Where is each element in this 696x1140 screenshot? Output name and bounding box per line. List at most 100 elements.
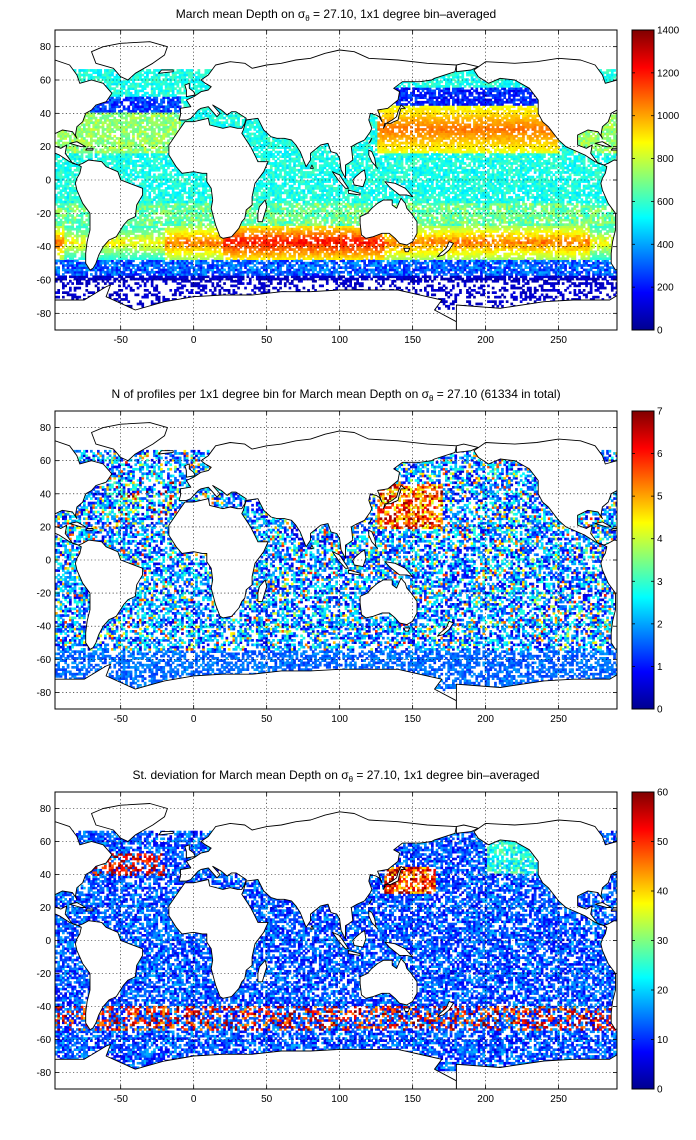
heatmap-cell — [106, 75, 110, 79]
heatmap-cell — [106, 134, 110, 138]
heatmap-cell — [62, 132, 65, 136]
heatmap-cell — [80, 250, 84, 254]
heatmap-cell — [150, 239, 154, 242]
heatmap-cell — [99, 139, 103, 143]
heatmap-cell — [141, 259, 145, 263]
heatmap-cell — [157, 89, 161, 93]
heatmap-cell — [183, 264, 187, 267]
heatmap-cell — [134, 85, 138, 88]
heatmap-cell — [64, 189, 67, 192]
heatmap-cell — [71, 223, 74, 226]
heatmap-cell — [192, 223, 196, 226]
heatmap-cell — [101, 261, 105, 265]
heatmap-cell — [136, 125, 140, 129]
heatmap-cell — [101, 109, 105, 113]
heatmap-cell — [160, 73, 163, 77]
heatmap-cell — [120, 114, 124, 118]
heatmap-cell — [169, 241, 173, 245]
heatmap-cell — [132, 159, 135, 163]
heatmap-cell — [80, 230, 84, 233]
heatmap-cell — [183, 184, 187, 188]
heatmap-cell — [55, 153, 58, 156]
heatmap-cell — [132, 82, 135, 86]
heatmap-cell — [69, 139, 72, 143]
heatmap-cell — [104, 282, 107, 285]
heatmap-cell — [125, 275, 128, 279]
heatmap-cell — [115, 264, 119, 267]
heatmap-cell — [153, 180, 156, 183]
heatmap-cell — [150, 85, 154, 88]
heatmap-cell — [55, 279, 58, 283]
heatmap-cell — [143, 94, 147, 97]
heatmap-cell — [160, 112, 163, 115]
heatmap-cell — [141, 232, 145, 235]
heatmap-cell — [157, 82, 161, 86]
heatmap-cell — [120, 255, 124, 258]
heatmap-cell — [132, 119, 135, 122]
heatmap-cell — [183, 214, 187, 217]
heatmap-cell — [150, 216, 154, 220]
heatmap-cell — [181, 96, 184, 99]
heatmap-cell — [115, 96, 119, 99]
heatmap-cell — [162, 91, 166, 95]
heatmap-cell — [129, 162, 133, 165]
heatmap-cell — [171, 275, 175, 279]
heatmap-cell — [136, 293, 140, 297]
heatmap-cell — [199, 202, 203, 206]
heatmap-cell — [111, 98, 114, 102]
heatmap-cell — [134, 109, 138, 113]
heatmap-cell — [146, 112, 149, 115]
heatmap-cell — [87, 291, 91, 294]
heatmap-cell — [178, 214, 182, 217]
heatmap-cell — [197, 189, 201, 192]
heatmap-cell — [134, 119, 138, 122]
heatmap-cell — [111, 273, 114, 276]
heatmap-cell — [169, 75, 173, 79]
heatmap-cell — [197, 266, 201, 269]
heatmap-cell — [146, 218, 149, 222]
heatmap-cell — [160, 82, 163, 86]
heatmap-cell — [162, 175, 166, 179]
heatmap-cell — [111, 255, 114, 258]
heatmap-cell — [73, 239, 77, 242]
heatmap-cell — [132, 139, 135, 143]
heatmap-cell — [202, 184, 205, 188]
heatmap-cell — [94, 268, 98, 272]
heatmap-cell — [143, 125, 147, 129]
heatmap-cell — [160, 157, 163, 161]
heatmap-cell — [195, 282, 198, 285]
heatmap-cell — [115, 121, 119, 124]
heatmap-cell — [185, 264, 189, 267]
heatmap-cell — [66, 293, 70, 297]
heatmap-cell — [92, 78, 96, 81]
heatmap-cell — [188, 196, 191, 199]
heatmap-cell — [80, 157, 84, 161]
heatmap-cell — [157, 216, 161, 220]
heatmap-cell — [195, 248, 198, 251]
heatmap-cell — [155, 141, 159, 145]
heatmap-cell — [150, 150, 154, 154]
heatmap-cell — [153, 225, 156, 229]
heatmap-cell — [57, 236, 60, 240]
heatmap-cell — [97, 264, 100, 267]
heatmap-cell — [87, 211, 91, 215]
heatmap-cell — [157, 85, 161, 88]
heatmap-cell — [132, 130, 135, 133]
heatmap-cell — [192, 73, 196, 77]
heatmap-cell — [155, 73, 159, 77]
heatmap-cell — [80, 232, 84, 235]
heatmap-cell — [125, 245, 128, 249]
heatmap-cell — [134, 177, 138, 181]
heatmap-cell — [183, 270, 187, 274]
heatmap-cell — [199, 173, 203, 177]
heatmap-cell — [143, 91, 147, 95]
heatmap-cell — [129, 286, 133, 290]
heatmap-cell — [171, 205, 175, 208]
heatmap-cell — [153, 132, 156, 136]
heatmap-cell — [66, 146, 70, 149]
heatmap-cell — [192, 209, 196, 213]
heatmap-cell — [139, 100, 142, 104]
heatmap-cell — [122, 298, 126, 301]
heatmap-cell — [69, 148, 72, 152]
heatmap-cell — [181, 248, 184, 251]
